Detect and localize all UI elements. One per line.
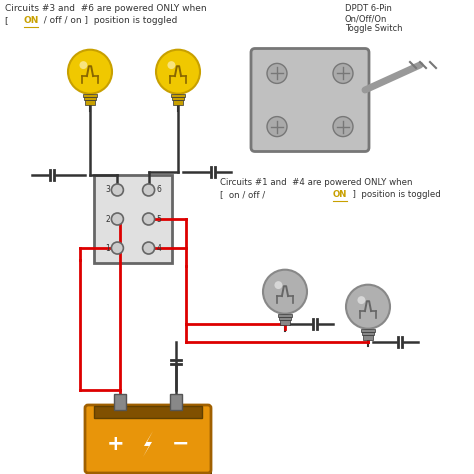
Circle shape <box>111 242 123 254</box>
Circle shape <box>357 296 365 304</box>
Text: 5: 5 <box>156 215 161 224</box>
Text: / off / on ]  position is toggled: / off / on ] position is toggled <box>38 16 177 25</box>
Bar <box>94 406 202 418</box>
Bar <box>92 412 212 474</box>
Circle shape <box>263 270 307 314</box>
Text: Circuits #3 and  #6 are powered ONLY when: Circuits #3 and #6 are powered ONLY when <box>5 4 207 13</box>
Text: 2: 2 <box>105 215 110 224</box>
Text: −: − <box>172 434 189 454</box>
Bar <box>85 100 95 105</box>
Circle shape <box>167 61 175 69</box>
Bar <box>172 97 184 100</box>
Bar <box>172 94 184 97</box>
Text: 1: 1 <box>105 244 110 253</box>
Bar <box>173 100 183 105</box>
Text: 4: 4 <box>156 244 161 253</box>
Text: +: + <box>107 434 124 454</box>
Text: On/Off/On: On/Off/On <box>345 14 387 23</box>
Text: 6: 6 <box>156 185 161 194</box>
Circle shape <box>143 242 155 254</box>
Bar <box>279 317 291 320</box>
Circle shape <box>68 50 112 94</box>
Bar <box>170 394 182 410</box>
Bar <box>362 332 374 335</box>
Circle shape <box>111 184 123 196</box>
Text: Circuits #1 and  #4 are powered ONLY when: Circuits #1 and #4 are powered ONLY when <box>220 178 412 187</box>
Bar <box>361 328 374 332</box>
Circle shape <box>267 64 287 83</box>
Circle shape <box>80 61 87 69</box>
FancyBboxPatch shape <box>85 405 211 473</box>
Circle shape <box>156 50 200 94</box>
Bar <box>280 320 290 325</box>
Text: ON: ON <box>333 190 347 199</box>
Bar <box>278 314 292 317</box>
Text: ]  position is toggled: ] position is toggled <box>347 190 441 199</box>
Text: [  on / off /: [ on / off / <box>220 190 271 199</box>
Text: ON: ON <box>24 16 39 25</box>
Circle shape <box>274 281 283 289</box>
Bar <box>83 94 97 97</box>
FancyBboxPatch shape <box>251 48 369 152</box>
Circle shape <box>143 184 155 196</box>
Bar <box>363 335 374 340</box>
Text: DPDT 6-Pin: DPDT 6-Pin <box>345 4 392 13</box>
Text: 3: 3 <box>105 185 110 194</box>
Text: [: [ <box>5 16 14 25</box>
Circle shape <box>267 117 287 137</box>
Circle shape <box>346 285 390 328</box>
Bar <box>94 175 172 263</box>
Circle shape <box>111 213 123 225</box>
Text: Toggle Switch: Toggle Switch <box>345 24 402 33</box>
Circle shape <box>333 64 353 83</box>
Circle shape <box>143 213 155 225</box>
Polygon shape <box>143 431 153 457</box>
Circle shape <box>333 117 353 137</box>
Bar <box>84 97 96 100</box>
Bar <box>114 394 126 410</box>
